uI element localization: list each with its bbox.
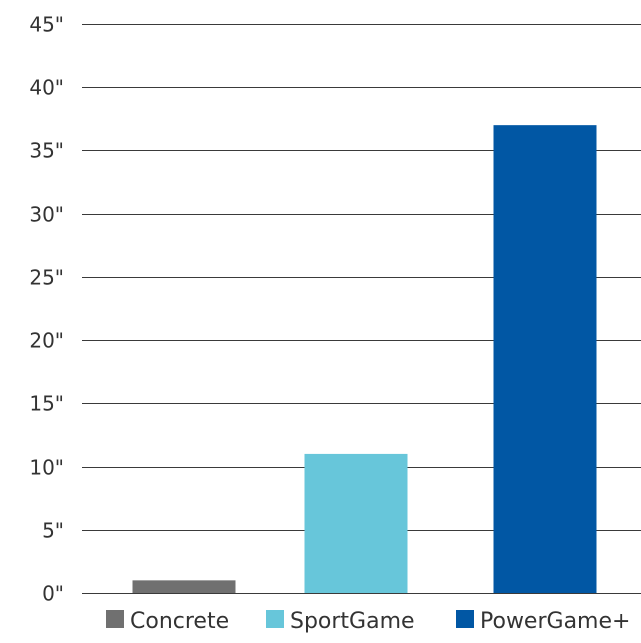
y-tick-label: 15" xyxy=(29,392,64,416)
y-tick-label: 5" xyxy=(42,519,64,543)
y-axis-tick-labels: 0" 5" 10" 15" 20" 25" 30" 35" 40" 45" xyxy=(29,13,64,606)
legend-swatch xyxy=(456,610,474,628)
y-tick-label: 25" xyxy=(29,266,64,290)
y-tick-label: 0" xyxy=(42,582,64,606)
y-tick-label: 10" xyxy=(29,456,64,480)
y-tick-label: 20" xyxy=(29,329,64,353)
legend-label: Concrete xyxy=(130,609,229,634)
y-tick-label: 45" xyxy=(29,13,64,37)
bar-concrete xyxy=(132,580,236,593)
legend-label: PowerGame+ xyxy=(480,609,630,634)
bars xyxy=(132,125,597,594)
grid-layer xyxy=(82,24,641,594)
y-tick-label: 40" xyxy=(29,76,64,100)
bar-sportgame xyxy=(304,453,408,593)
y-tick-label: 35" xyxy=(29,139,64,163)
legend-swatch xyxy=(106,610,124,628)
legend-label: SportGame xyxy=(290,609,415,634)
legend-swatch xyxy=(266,610,284,628)
bar-powergame xyxy=(493,125,597,594)
legend: Concrete SportGame PowerGame+ xyxy=(106,609,630,634)
y-tick-label: 30" xyxy=(29,203,64,227)
